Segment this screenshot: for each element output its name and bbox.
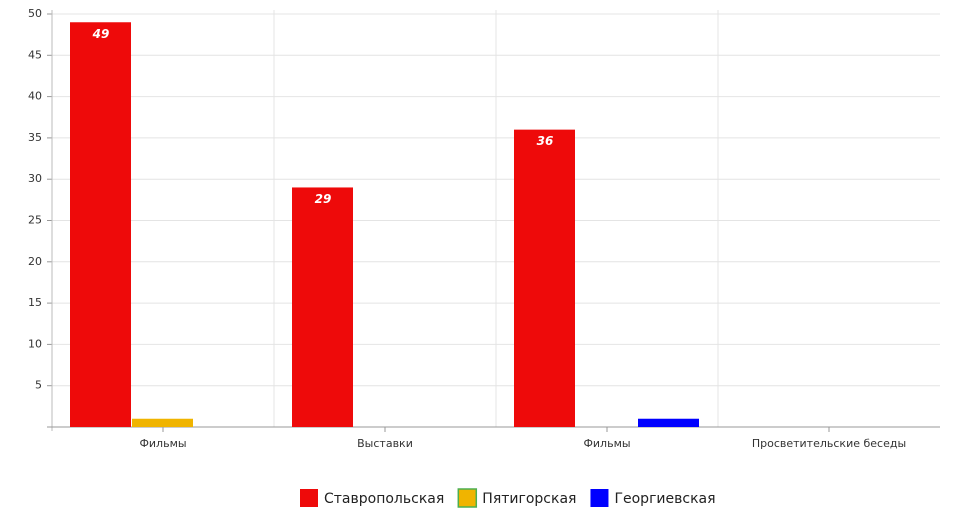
data-label: 36 [537, 134, 554, 148]
legend-swatch [300, 489, 318, 507]
y-tick-label: 15 [28, 296, 42, 309]
legend-swatch [457, 488, 478, 508]
x-tick-label: Выставки [357, 437, 413, 450]
y-tick-label: 25 [28, 214, 42, 227]
y-tick-label: 45 [28, 48, 42, 61]
bar [638, 418, 699, 427]
y-tick-label: 5 [35, 379, 42, 392]
y-tick-label: 30 [28, 172, 42, 185]
bar [292, 187, 353, 427]
bar [514, 129, 575, 427]
data-label: 49 [92, 27, 110, 41]
y-tick-label: 40 [28, 90, 42, 103]
y-tick-label: 20 [28, 255, 42, 268]
legend-label: Георгиевская [614, 491, 715, 507]
bar [132, 418, 193, 427]
legend-swatch [590, 489, 609, 507]
y-tick-label: 50 [28, 7, 42, 20]
x-tick-label: Просветительские беседы [752, 437, 906, 450]
x-tick-label: Фильмы [583, 437, 630, 450]
x-tick-label: Фильмы [139, 437, 186, 450]
legend-label: Пятигорская [482, 491, 576, 507]
data-label: 29 [315, 192, 332, 206]
legend-label: Ставропольская [324, 491, 444, 507]
y-tick-label: 10 [28, 337, 42, 350]
bar [70, 22, 131, 427]
y-tick-label: 35 [28, 131, 42, 144]
